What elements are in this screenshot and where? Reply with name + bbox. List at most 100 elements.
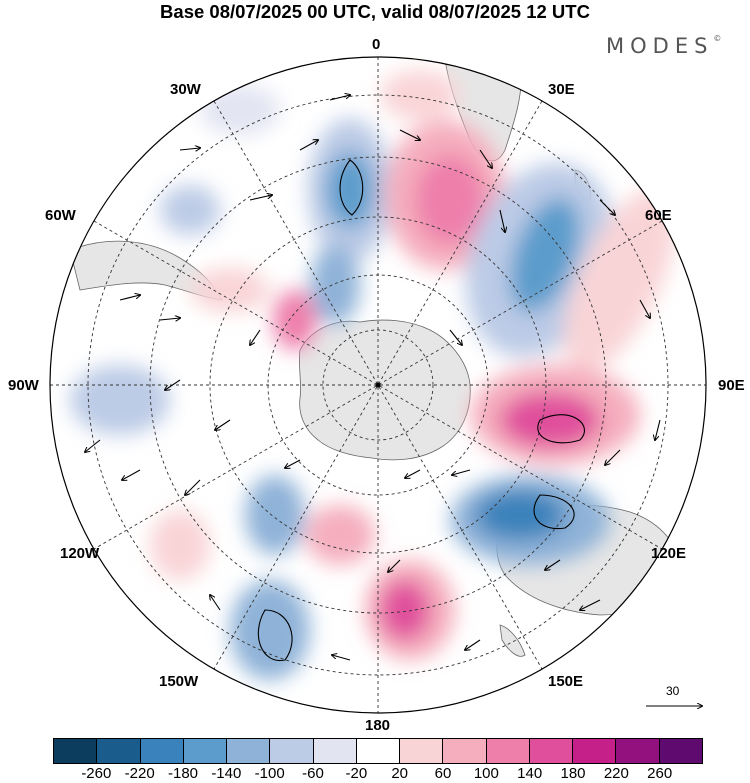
colorbar-segment [140,739,184,763]
cyclonic-circulation [537,414,586,444]
anomaly-blob [310,245,360,325]
anomaly-blob [415,155,485,245]
cyclonic-circulation [339,159,364,216]
lon-label-120w: 120W [60,545,100,562]
wind-arrow [250,329,261,345]
cyclonic-circulation [257,609,293,662]
wind-arrow [185,479,201,495]
wind-arrow [332,655,351,661]
pole-marker [375,382,381,388]
colorbar-segment [616,739,660,763]
colorbar-tick-label: 20 [391,765,408,782]
anomaly-blob [564,187,676,373]
anomaly-blob [200,85,280,135]
wind-arrow [329,95,350,101]
colorbar-segment [659,739,702,763]
anomaly-blob [245,475,305,555]
lon-label-150w: 150W [159,673,199,690]
colorbar [53,738,703,764]
lon-label-60e: 60E [645,207,672,224]
colorbar-tick-label: -100 [254,765,285,782]
wind-arrow [159,318,180,320]
colorbar-segment [227,739,271,763]
colorbar-tick-label: 220 [603,765,629,782]
reference-vector-label: 30 [666,684,680,698]
wind-arrow [449,329,462,345]
wind-arrow [249,195,272,201]
wind-arrow [545,559,561,570]
brand-logo: MODES© [606,34,721,58]
lon-label-90e: 90E [718,377,745,394]
colorbar-tick-label: 100 [473,765,499,782]
colorbar-segment [573,739,617,763]
wind-arrow [85,439,101,452]
colorbar-tick-label: -20 [345,765,368,782]
wind-arrow [580,599,601,610]
anomaly-blob [305,505,375,565]
anomaly-blob [380,580,430,640]
colorbar-segment [270,739,314,763]
wind-arrow [165,379,181,390]
colorbar-segment [486,739,530,763]
colorbar-tick-label: -180 [167,765,199,782]
map-boundary [49,56,707,714]
lon-label-30w: 30W [170,81,201,98]
anomaly-blob [510,197,580,313]
wind-arrow [388,559,401,572]
anomaly-blob [190,268,270,312]
anomaly-blob [475,490,565,540]
colorbar-segment [400,739,444,763]
colorbar-segment [97,739,141,763]
wind-arrow [605,449,621,465]
lon-label-30e: 30E [548,81,575,98]
colorbar-tick-label: 60 [434,765,452,782]
wind-arrow [499,209,505,232]
wind-arrow [599,199,615,215]
colorbar-segment [529,739,574,763]
wind-arrow [119,295,140,301]
wind-arrow [285,459,301,468]
lon-label-0: 0 [372,36,381,53]
anomaly-blob [70,365,170,435]
wind-arrow [210,595,221,611]
lon-label-90w: 90W [8,377,39,394]
wind-arrow [299,140,318,151]
map-title: Base 08/07/2025 00 UTC, valid 08/07/2025… [160,1,590,22]
wind-arrow [465,639,481,650]
wind-arrow [452,469,471,475]
colorbar-segment [54,739,98,763]
colorbar-tick-label: -220 [124,765,155,782]
anomaly-blob [273,290,317,350]
colorbar-tick-label: 260 [647,765,673,782]
polar-stereographic-map [49,56,707,714]
colorbar-tick-label: 180 [560,765,586,782]
colorbar-segment [443,739,487,763]
colorbar-tick-label: -60 [302,765,324,782]
wind-arrow [215,419,231,430]
map-disk [50,57,706,713]
anomaly-blob [160,185,220,235]
wind-arrow [655,419,661,440]
wind-arrow [405,469,421,478]
new-zealand-landmass [499,624,526,657]
anomaly-blob [150,510,210,580]
colorbar-segment [356,739,401,763]
lon-label-120e: 120E [651,545,687,562]
colorbar-tick-label: 140 [517,765,543,782]
lon-label-180: 180 [365,717,391,734]
wind-arrow [399,129,420,140]
colorbar-tick-labels: -260 -220 -180 -140 -100 -60 -20 20 60 100 140 180 2… [0,765,750,783]
lon-label-150e: 150E [548,673,584,690]
wind-arrow [179,148,200,150]
wind-arrow [122,469,141,480]
wind-vectors [85,95,661,662]
anomaly-blob [326,152,374,228]
anomaly-blob [380,70,460,120]
anomaly-blob [230,580,310,680]
colorbar-tick-label: -260 [81,765,112,782]
cyclonic-circulation [533,494,575,530]
colorbar-tick-label: -140 [211,765,242,782]
anomaly-blob [500,392,600,448]
wind-arrow [479,149,492,168]
colorbar-segment [183,739,228,763]
